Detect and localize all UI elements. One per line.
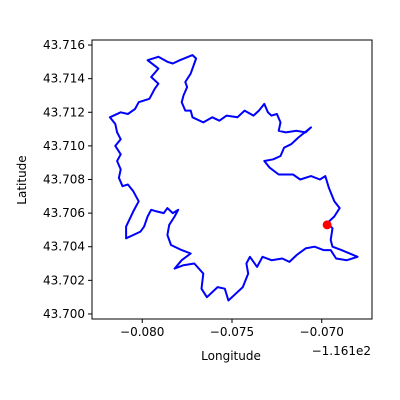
y-tick-label: 43.714 [43,72,85,86]
y-tick-label: 43.702 [43,273,85,287]
plot-layer [108,54,359,302]
y-tick-label: 43.704 [43,240,85,254]
y-axis-ticks: 43.700 43.702 43.704 43.706 43.708 43.710 43.7… [43,38,92,321]
y-axis-label: Latitude [15,155,29,204]
x-axis-offset-label: −1.161e2 [312,344,371,358]
y-tick-label: 43.700 [43,307,85,321]
y-tick-label: 43.712 [43,105,85,119]
x-tick-label: −0.075 [210,325,254,339]
current-position-marker [322,220,332,230]
y-tick-label: 43.706 [43,206,85,220]
route-path-line [108,54,359,302]
y-tick-label: 43.716 [43,38,85,52]
x-tick-label: −0.080 [120,325,164,339]
x-axis-label: Longitude [201,349,261,363]
y-tick-label: 43.708 [43,173,85,187]
y-tick-label: 43.710 [43,139,85,153]
x-axis-ticks: −0.080 −0.075 −0.070 [120,319,344,339]
x-tick-label: −0.070 [300,325,344,339]
